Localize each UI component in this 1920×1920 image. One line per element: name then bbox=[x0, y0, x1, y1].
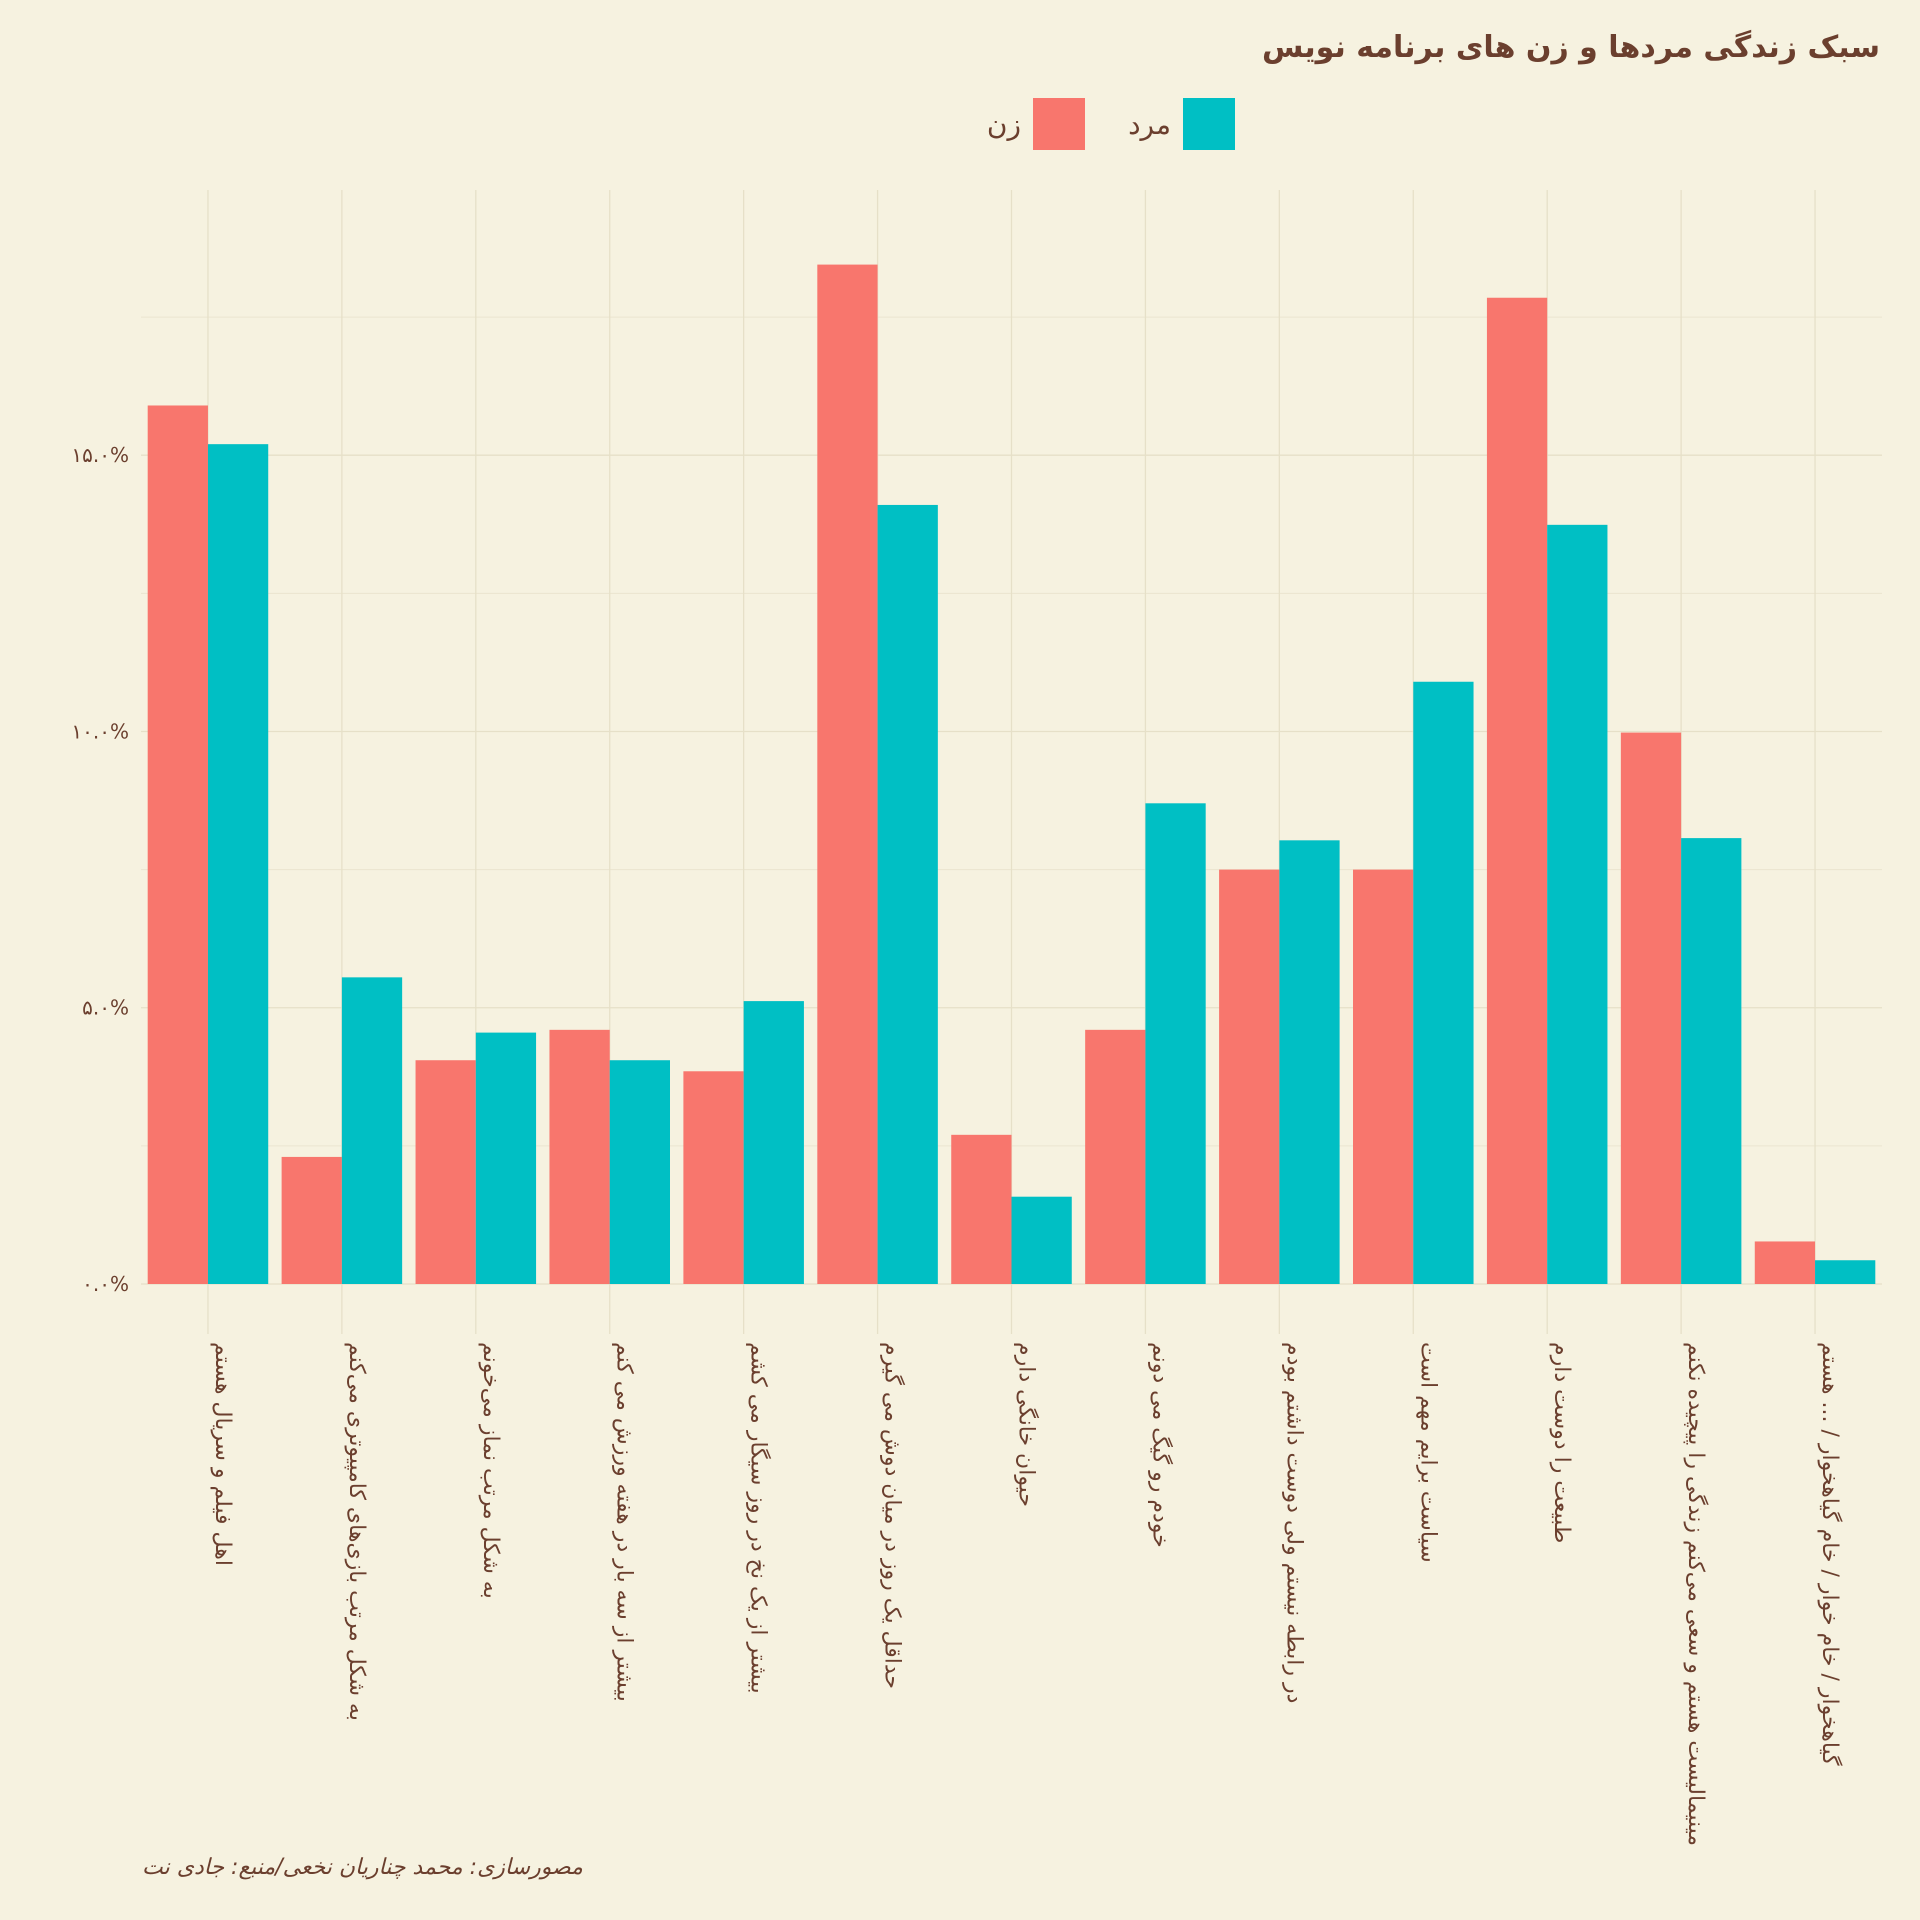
chart-title: سبک زندگی مردها و زن های برنامه نویس bbox=[1262, 30, 1880, 65]
bar-male-8 bbox=[1145, 803, 1206, 1284]
y-tick-label: ۵.۰% bbox=[82, 996, 129, 1020]
x-tick-label: طبیعت را دوست دارم bbox=[1549, 1342, 1574, 1543]
legend-label-female: زن bbox=[986, 107, 1021, 141]
x-tick-label: به شکل مرتب بازی‌های کامپیوتری می‌کنم bbox=[344, 1342, 369, 1721]
x-tick-label: بیشتر از سه بار در هفته ورزش می کنم bbox=[612, 1342, 637, 1702]
legend-item-female: زن bbox=[987, 98, 1085, 150]
x-tick-label: سیاست برایم مهم است bbox=[1415, 1342, 1440, 1563]
bar-male-12 bbox=[1681, 838, 1742, 1284]
legend-label-male: مرد bbox=[1128, 107, 1171, 141]
bar-female-9 bbox=[1219, 869, 1280, 1284]
bar-female-6 bbox=[817, 264, 878, 1284]
legend-item-male: مرد bbox=[1128, 98, 1235, 150]
bar-male-5 bbox=[743, 1001, 804, 1284]
x-tick-label: به شکل مرتب نماز می‌خونم bbox=[478, 1342, 503, 1599]
y-tick-label: ۱۵.۰% bbox=[71, 443, 129, 467]
x-tick-label: حیوان خانگی دارم bbox=[1014, 1342, 1040, 1507]
bar-female-13 bbox=[1754, 1241, 1816, 1284]
bar-female-5 bbox=[683, 1071, 744, 1284]
bar-female-2 bbox=[281, 1156, 342, 1284]
legend-swatch-male bbox=[1183, 98, 1235, 150]
bar-male-11 bbox=[1547, 524, 1608, 1284]
x-tick-label: گیاهخوار / خام خوار / خام گیاهخوار / ...… bbox=[1817, 1342, 1843, 1766]
bar-female-4 bbox=[549, 1029, 610, 1284]
bar-female-8 bbox=[1085, 1029, 1146, 1284]
bar-male-2 bbox=[341, 977, 403, 1284]
legend: مرد زن bbox=[915, 98, 1235, 152]
bar-male-1 bbox=[207, 444, 269, 1284]
legend-swatch-female bbox=[1033, 98, 1085, 150]
bar-female-1 bbox=[147, 405, 208, 1284]
bar-female-12 bbox=[1620, 732, 1682, 1284]
bar-female-3 bbox=[415, 1060, 476, 1284]
x-tick-label: حداقل یک روز در میان دوش می گیرم bbox=[880, 1342, 906, 1689]
x-tick-label: در رابطه نیستم ولی دوست داشتم بودم bbox=[1281, 1342, 1306, 1703]
x-tick-label: خودم رو گیگ می دونم bbox=[1147, 1342, 1173, 1548]
x-tick-label: بیشتر از یک نخ در روز سیگار می کشم bbox=[746, 1342, 772, 1694]
chart-caption: مصورسازی: محمد چناریان نخعی/منبع: جادی ن… bbox=[142, 1855, 583, 1880]
bar-male-3 bbox=[475, 1032, 537, 1284]
y-tick-label: ۱۰.۰% bbox=[71, 719, 129, 743]
x-tick-label: مینیمالیست هستم و سعی می‌کنم زندگی را پی… bbox=[1683, 1342, 1709, 1846]
bar-female-11 bbox=[1486, 297, 1548, 1284]
bar-male-9 bbox=[1279, 840, 1340, 1284]
bar-male-10 bbox=[1413, 681, 1474, 1284]
bar-male-4 bbox=[609, 1060, 670, 1284]
bar-female-10 bbox=[1353, 869, 1414, 1284]
y-tick-label: ۰.۰% bbox=[82, 1272, 129, 1296]
x-tick-label: اهل فیلم و سریال هستم bbox=[210, 1342, 235, 1566]
bar-male-7 bbox=[1011, 1196, 1072, 1284]
bar-female-7 bbox=[951, 1134, 1012, 1284]
bar-male-6 bbox=[877, 504, 938, 1284]
bar-male-13 bbox=[1815, 1260, 1876, 1284]
